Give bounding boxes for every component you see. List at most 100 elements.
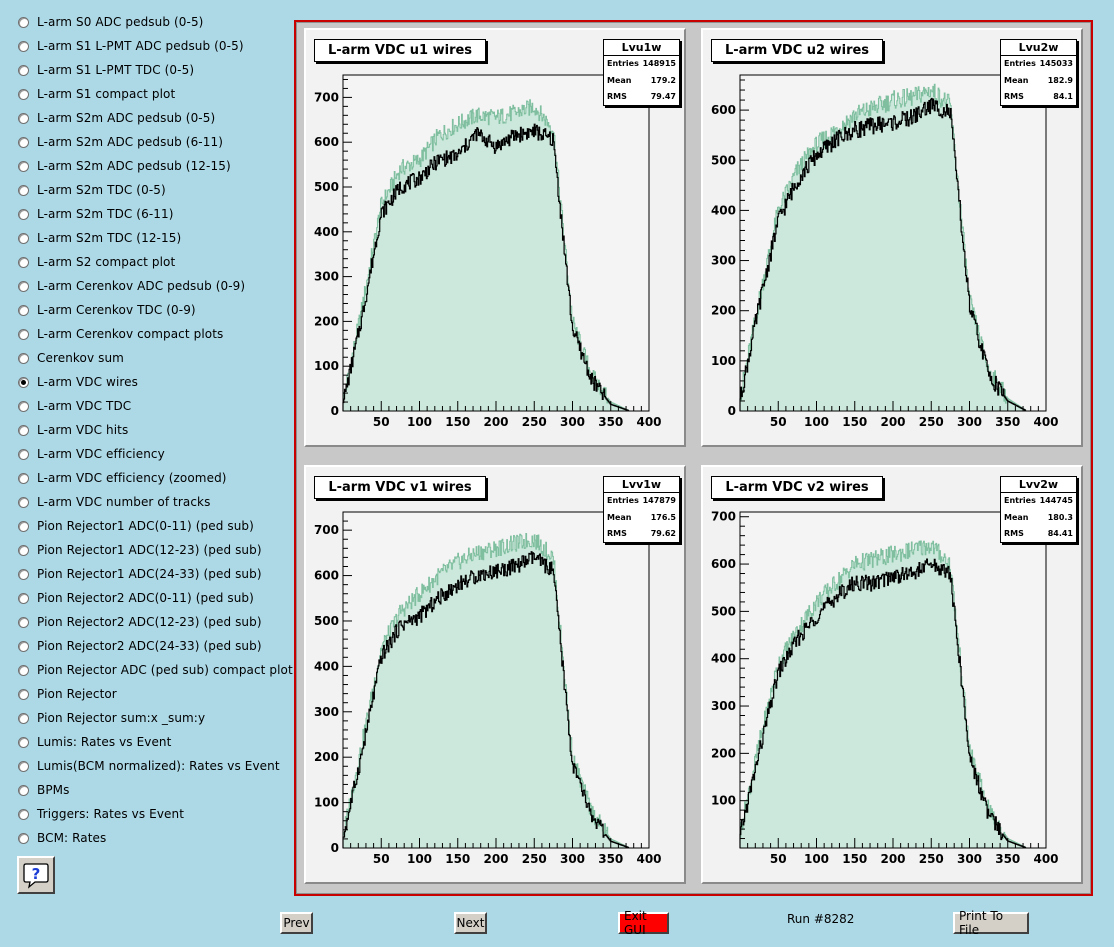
- radio-icon[interactable]: [18, 280, 29, 292]
- exit-gui-button[interactable]: Exit GUI: [618, 909, 669, 937]
- menu-item[interactable]: Pion Rejector2 ADC(0-11) (ped sub): [18, 588, 254, 608]
- radio-icon[interactable]: [18, 496, 29, 508]
- x-tick-label: 150: [842, 852, 867, 866]
- radio-icon[interactable]: [18, 616, 29, 628]
- radio-icon[interactable]: [18, 352, 29, 364]
- y-tick-label: 400: [711, 203, 736, 217]
- menu-item[interactable]: L-arm Cerenkov compact plots: [18, 324, 223, 344]
- menu-item[interactable]: L-arm S2 compact plot: [18, 252, 175, 272]
- radio-icon[interactable]: [18, 640, 29, 652]
- menu-item[interactable]: L-arm S2m ADC pedsub (12-15): [18, 156, 231, 176]
- menu-item[interactable]: Pion Rejector1 ADC(0-11) (ped sub): [18, 516, 254, 536]
- radio-icon[interactable]: [18, 208, 29, 220]
- stats-mean-row: Mean 179.2: [604, 73, 679, 90]
- radio-icon[interactable]: [18, 184, 29, 196]
- pad-u2: 50 100 150 200 250 300 350 400 0 100 200 300 400 500 6…: [701, 28, 1083, 447]
- menu-item[interactable]: L-arm Cerenkov ADC pedsub (0-9): [18, 276, 245, 296]
- radio-icon[interactable]: [18, 784, 29, 796]
- radio-icon[interactable]: [18, 544, 29, 556]
- radio-icon[interactable]: [18, 592, 29, 604]
- radio-icon[interactable]: [18, 40, 29, 52]
- menu-item[interactable]: L-arm S2m TDC (0-5): [18, 180, 166, 200]
- radio-icon[interactable]: [18, 304, 29, 316]
- menu-item[interactable]: L-arm VDC TDC: [18, 396, 131, 416]
- menu-item[interactable]: L-arm S2m ADC pedsub (0-5): [18, 108, 215, 128]
- radio-icon[interactable]: [18, 472, 29, 484]
- menu-item[interactable]: BCM: Rates: [18, 828, 106, 848]
- next-button[interactable]: Next: [454, 912, 487, 934]
- radio-icon[interactable]: [18, 112, 29, 124]
- stats-mean-row: Mean 182.9: [1001, 73, 1076, 90]
- menu-item[interactable]: L-arm VDC wires: [18, 372, 138, 392]
- stats-entries-value: 144745: [1039, 496, 1073, 505]
- menu-item[interactable]: L-arm S1 L-PMT TDC (0-5): [18, 60, 194, 80]
- menu-item[interactable]: Pion Rejector sum:x _sum:y: [18, 708, 205, 728]
- menu-item[interactable]: L-arm VDC efficiency (zoomed): [18, 468, 227, 488]
- stats-mean-value: 179.2: [650, 75, 676, 85]
- radio-icon[interactable]: [18, 712, 29, 724]
- menu-item[interactable]: Cerenkov sum: [18, 348, 124, 368]
- radio-icon[interactable]: [18, 808, 29, 820]
- y-tick-label: 500: [314, 180, 339, 194]
- print-to-file-button[interactable]: Print To File: [953, 909, 1029, 937]
- menu-item[interactable]: L-arm Cerenkov TDC (0-9): [18, 300, 196, 320]
- menu-item[interactable]: L-arm VDC hits: [18, 420, 128, 440]
- stats-entries-label: Entries: [607, 496, 639, 505]
- radio-icon[interactable]: [18, 520, 29, 532]
- menu-item[interactable]: Lumis: Rates vs Event: [18, 732, 171, 752]
- menu-item[interactable]: Lumis(BCM normalized): Rates vs Event: [18, 756, 280, 776]
- menu-item[interactable]: Pion Rejector1 ADC(24-33) (ped sub): [18, 564, 262, 584]
- stats-entries-row: Entries 145033: [1001, 56, 1076, 73]
- radio-icon[interactable]: [18, 736, 29, 748]
- menu-item[interactable]: L-arm S2m ADC pedsub (6-11): [18, 132, 223, 152]
- menu-item[interactable]: L-arm VDC number of tracks: [18, 492, 210, 512]
- radio-icon[interactable]: [18, 160, 29, 172]
- radio-icon[interactable]: [18, 16, 29, 28]
- menu-item[interactable]: L-arm VDC efficiency: [18, 444, 165, 464]
- menu-item[interactable]: L-arm S2m TDC (12-15): [18, 228, 181, 248]
- menu-item[interactable]: Pion Rejector: [18, 684, 117, 704]
- menu-item[interactable]: L-arm S1 compact plot: [18, 84, 175, 104]
- menu-item[interactable]: BPMs: [18, 780, 69, 800]
- radio-icon[interactable]: [18, 832, 29, 844]
- help-button[interactable]: ?: [17, 856, 55, 894]
- radio-icon[interactable]: [18, 328, 29, 340]
- stats-mean-label: Mean: [607, 75, 632, 85]
- menu-item[interactable]: Pion Rejector1 ADC(12-23) (ped sub): [18, 540, 262, 560]
- stats-name: Lvu1w: [604, 40, 679, 56]
- radio-icon[interactable]: [18, 88, 29, 100]
- x-tick-label: 150: [842, 415, 867, 429]
- x-tick-label: 100: [407, 415, 432, 429]
- menu-item-label: BCM: Rates: [37, 831, 107, 845]
- menu-item-label: L-arm Cerenkov compact plots: [37, 327, 224, 341]
- radio-icon[interactable]: [18, 232, 29, 244]
- radio-icon[interactable]: [18, 424, 29, 436]
- menu-item-label: L-arm S2m TDC (6-11): [37, 207, 174, 221]
- stats-entries-label: Entries: [607, 59, 639, 68]
- radio-checked-icon[interactable]: [18, 376, 29, 388]
- radio-icon[interactable]: [18, 568, 29, 580]
- menu-item[interactable]: Pion Rejector2 ADC(24-33) (ped sub): [18, 636, 262, 656]
- menu-item[interactable]: Pion Rejector2 ADC(12-23) (ped sub): [18, 612, 262, 632]
- radio-icon[interactable]: [18, 136, 29, 148]
- radio-icon[interactable]: [18, 688, 29, 700]
- menu-item[interactable]: Triggers: Rates vs Event: [18, 804, 184, 824]
- radio-icon[interactable]: [18, 760, 29, 772]
- radio-icon[interactable]: [18, 664, 29, 676]
- stats-rms-label: RMS: [1004, 529, 1024, 538]
- stats-mean-row: Mean 176.5: [604, 510, 679, 527]
- menu-item-label: L-arm VDC TDC: [37, 399, 132, 413]
- radio-icon[interactable]: [18, 64, 29, 76]
- radio-icon[interactable]: [18, 400, 29, 412]
- menu-item-label: Triggers: Rates vs Event: [37, 807, 185, 821]
- menu-item[interactable]: L-arm S0 ADC pedsub (0-5): [18, 12, 203, 32]
- radio-icon[interactable]: [18, 448, 29, 460]
- y-tick-label: 300: [711, 254, 736, 268]
- y-tick-label: 700: [314, 90, 339, 104]
- menu-item[interactable]: Pion Rejector ADC (ped sub) compact plot: [18, 660, 293, 680]
- menu-item[interactable]: L-arm S2m TDC (6-11): [18, 204, 174, 224]
- prev-button[interactable]: Prev: [280, 912, 313, 934]
- y-tick-label: 100: [314, 359, 339, 373]
- radio-icon[interactable]: [18, 256, 29, 268]
- menu-item[interactable]: L-arm S1 L-PMT ADC pedsub (0-5): [18, 36, 244, 56]
